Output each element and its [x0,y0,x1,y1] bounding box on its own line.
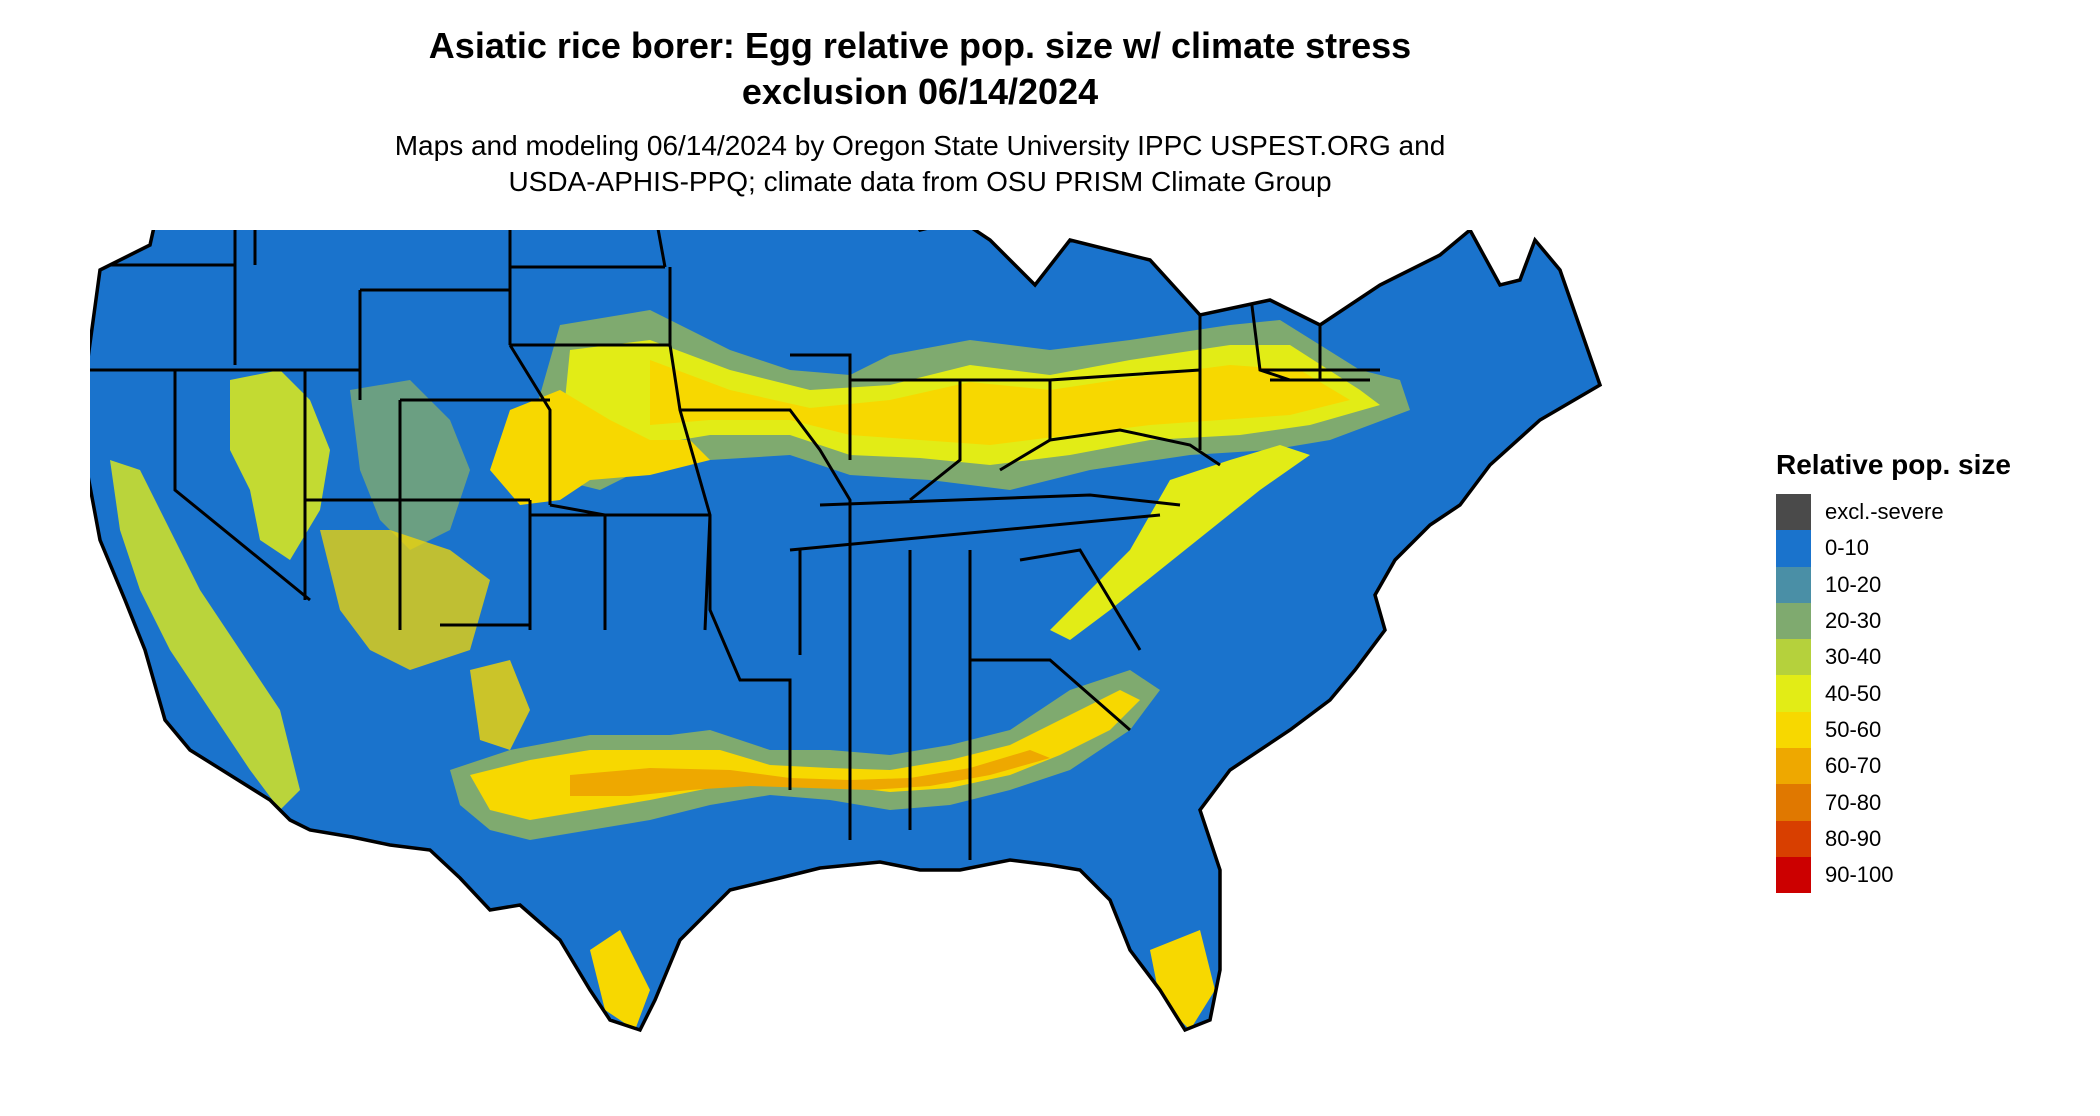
legend-items: excl.-severe 0-10 10-20 20-30 30-40 40-50 50-6… [1776,494,2076,894]
legend-item: excl.-severe [1776,494,2076,531]
legend-swatch [1776,856,1811,894]
legend: Relative pop. size excl.-severe 0-10 10-20… [1776,448,2076,894]
legend-item: 90-100 [1776,856,2076,894]
texas-gulf-patch [590,930,650,1030]
legend-swatch [1776,639,1811,676]
us-land-base [90,230,1600,1030]
west-mosaic-4 [110,460,300,810]
legend-label: 50-60 [1825,716,1882,742]
legend-label: 60-70 [1825,753,1882,779]
legend-swatch [1776,675,1811,712]
legend-label: 30-40 [1825,644,1882,670]
legend-item: 40-50 [1776,675,2076,712]
legend-label: 20-30 [1825,608,1882,634]
legend-swatch [1776,711,1811,749]
legend-item: 20-30 [1776,602,2076,640]
legend-swatch [1776,530,1811,567]
legend-item: 10-20 [1776,566,2076,603]
map-title-line-2: exclusion 06/14/2024 [741,71,1099,112]
legend-label: 80-90 [1825,825,1882,851]
west-mosaic-3 [320,530,490,670]
map-subtitle-line-2: USDA-APHIS-PPQ; climate data from OSU PR… [508,166,1332,197]
legend-item: 60-70 [1776,748,2076,785]
legend-item: 70-80 [1776,784,2076,821]
legend-label: excl.-severe [1825,499,1944,525]
west-mosaic-2 [350,380,470,550]
southern-band-60-70 [570,750,1050,796]
legend-label: 0-10 [1825,535,1870,561]
legend-label: 90-100 [1825,862,1894,888]
northern-band-50-60 [650,360,1350,445]
state-borders [90,230,1380,860]
legend-item: 0-10 [1776,530,2076,567]
legend-swatch [1776,748,1811,785]
legend-swatch [1776,820,1811,857]
legend-label: 70-80 [1825,789,1882,815]
legend-swatch [1776,566,1811,603]
legend-swatch [1776,602,1811,640]
west-mosaic-5 [470,660,530,750]
legend-label: 40-50 [1825,680,1882,706]
appalachian-band [1050,445,1310,640]
us-map [90,230,1602,1032]
map-title-line-1: Asiatic rice borer: Egg relative pop. si… [428,25,1412,66]
legend-swatch [1776,494,1811,531]
plains-band [490,390,710,505]
legend-swatch [1776,784,1811,821]
legend-item: 30-40 [1776,639,2076,676]
legend-item: 50-60 [1776,711,2076,749]
legend-item: 80-90 [1776,820,2076,857]
legend-title: Relative pop. size [1776,449,2011,480]
map-subtitle-line-1: Maps and modeling 06/14/2024 by Oregon S… [394,130,1446,161]
legend-label: 10-20 [1825,571,1882,597]
